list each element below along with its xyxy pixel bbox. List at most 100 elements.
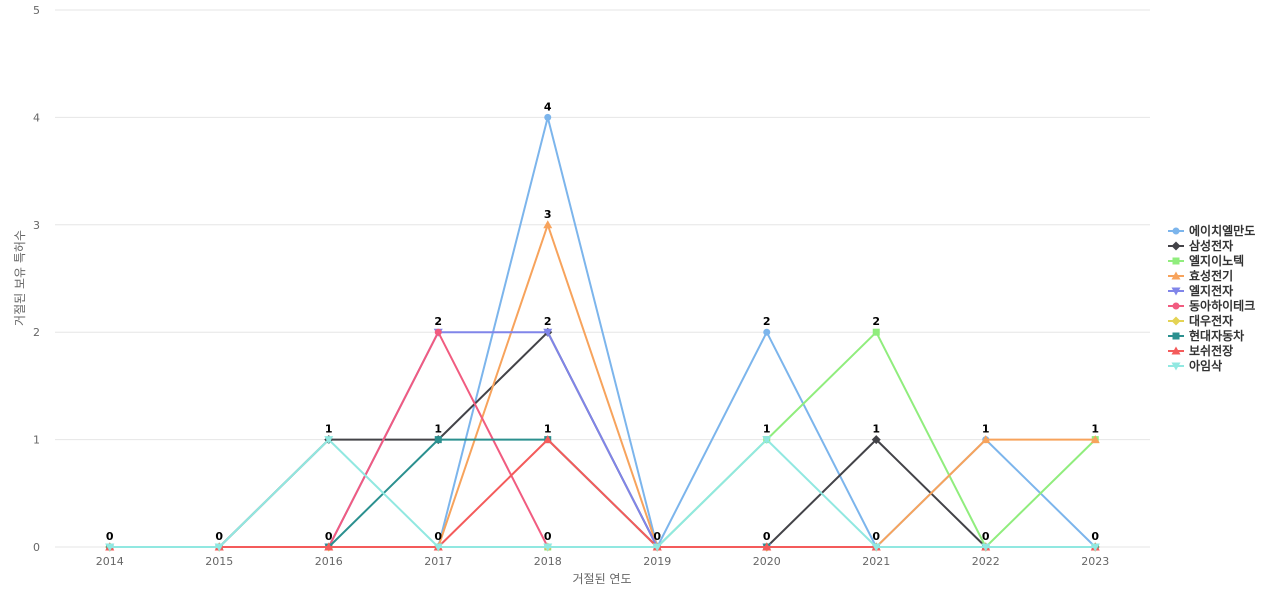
data-point[interactable] — [543, 543, 553, 552]
series-line[interactable] — [109, 438, 1096, 548]
data-point[interactable] — [544, 113, 552, 121]
data-label: 0 — [872, 530, 880, 543]
data-label: 0 — [763, 530, 771, 543]
data-point[interactable] — [214, 543, 224, 552]
data-label: 2 — [763, 315, 771, 328]
x-tick-label: 2020 — [753, 555, 781, 568]
legend-item[interactable]: 대우전자 — [1168, 313, 1255, 328]
data-point[interactable] — [981, 543, 991, 552]
legend-swatch — [1168, 332, 1184, 339]
data-point[interactable] — [543, 435, 553, 444]
data-label: 1 — [544, 423, 552, 436]
series-line[interactable] — [109, 438, 1096, 548]
legend-swatch — [1168, 287, 1184, 295]
data-label: 2 — [544, 315, 552, 328]
data-label: 4 — [544, 100, 552, 113]
data-label: 0 — [215, 530, 223, 543]
data-point[interactable] — [871, 543, 881, 552]
x-tick-label: 2019 — [643, 555, 671, 568]
y-tick-label: 1 — [33, 434, 40, 447]
data-label: 0 — [1091, 530, 1099, 543]
legend-swatch — [1168, 227, 1184, 234]
legend-item[interactable]: 현대자동차 — [1168, 328, 1255, 343]
chart-legend[interactable]: 에이치엘만도 삼성전자 엘지이노텍 효성전기 엘지전자 동아하이테크 대우전자 현대자동차 보쉬… — [1168, 223, 1255, 373]
legend-label: 에이치엘만도 — [1189, 224, 1256, 238]
data-label: 0 — [106, 530, 114, 543]
legend-item[interactable]: 아임삭 — [1168, 358, 1255, 373]
y-tick-label: 4 — [33, 111, 40, 124]
x-tick-label: 2014 — [96, 555, 124, 568]
data-point[interactable] — [324, 436, 334, 445]
grid-lines — [55, 9, 1150, 548]
data-point[interactable] — [652, 543, 662, 552]
y-tick-label: 3 — [33, 219, 40, 232]
y-tick-label: 5 — [33, 4, 40, 17]
legend-label: 삼성전자 — [1189, 239, 1234, 253]
series-lines — [105, 113, 1100, 552]
x-axis-ticks: 2014 2015 2016 2017 2018 2019 2020 2021 2022 2023 — [96, 555, 1110, 568]
legend-label: 효성전기 — [1189, 269, 1234, 283]
legend-label: 보쉬전장 — [1189, 344, 1234, 358]
x-tick-label: 2017 — [424, 555, 452, 568]
data-point[interactable] — [762, 542, 772, 551]
data-label: 1 — [1091, 423, 1099, 436]
data-point[interactable] — [324, 542, 334, 551]
x-tick-label: 2022 — [972, 555, 1000, 568]
data-label: 0 — [544, 530, 552, 543]
data-point[interactable] — [1090, 543, 1100, 552]
legend-swatch — [1168, 362, 1184, 370]
data-label: 2 — [872, 315, 880, 328]
legend-swatch — [1168, 302, 1184, 309]
data-point[interactable] — [981, 435, 991, 444]
data-label: 2 — [434, 315, 442, 328]
legend-label: 동아하이테크 — [1189, 299, 1256, 313]
data-point[interactable] — [105, 543, 115, 552]
x-axis-title: 거절된 연도 — [572, 572, 631, 586]
data-point[interactable] — [543, 220, 553, 229]
data-point[interactable] — [434, 436, 442, 444]
y-tick-label: 2 — [33, 326, 40, 339]
data-point[interactable] — [871, 435, 881, 445]
x-tick-label: 2021 — [862, 555, 890, 568]
legend-item[interactable]: 효성전기 — [1168, 268, 1255, 283]
data-label: 1 — [325, 423, 333, 436]
series-9[interactable] — [105, 435, 1100, 551]
x-tick-label: 2023 — [1081, 555, 1109, 568]
data-label: 3 — [544, 208, 552, 221]
series-4[interactable] — [105, 220, 1100, 551]
data-point[interactable] — [434, 328, 442, 336]
data-label: 0 — [434, 530, 442, 543]
data-label: 0 — [982, 530, 990, 543]
data-point[interactable] — [872, 328, 880, 336]
x-tick-label: 2018 — [534, 555, 562, 568]
legend-item[interactable]: 엘지전자 — [1168, 283, 1255, 298]
data-point[interactable] — [543, 328, 553, 337]
data-point[interactable] — [763, 328, 771, 336]
data-point[interactable] — [762, 436, 772, 445]
y-axis-ticks: 0 1 2 3 4 5 — [33, 4, 40, 554]
legend-item[interactable]: 동아하이테크 — [1168, 298, 1255, 313]
data-label: 1 — [763, 423, 771, 436]
legend-swatch — [1168, 346, 1184, 354]
series-line[interactable] — [109, 223, 1096, 548]
data-label: 0 — [325, 530, 333, 543]
legend-item[interactable]: 보쉬전장 — [1168, 343, 1255, 358]
series-10[interactable] — [105, 436, 1100, 552]
legend-item[interactable]: 엘지이노텍 — [1168, 253, 1255, 268]
data-point[interactable] — [433, 543, 443, 552]
legend-item[interactable]: 에이치엘만도 — [1168, 223, 1255, 238]
y-tick-label: 0 — [33, 541, 40, 554]
data-label: 1 — [982, 423, 990, 436]
legend-swatch — [1168, 257, 1184, 264]
data-labels: 0 0 1 0 2 1 0 4 3 2 1 0 0 2 1 0 2 1 0 1 0 1 0 — [106, 100, 1100, 543]
data-label: 0 — [653, 530, 661, 543]
legend-item[interactable]: 삼성전자 — [1168, 238, 1255, 253]
legend-label: 엘지이노텍 — [1189, 254, 1245, 268]
data-label: 1 — [872, 423, 880, 436]
legend-label: 아임삭 — [1189, 359, 1223, 373]
legend-swatch — [1168, 241, 1184, 250]
data-point[interactable] — [1090, 435, 1100, 444]
legend-label: 엘지전자 — [1189, 284, 1234, 298]
